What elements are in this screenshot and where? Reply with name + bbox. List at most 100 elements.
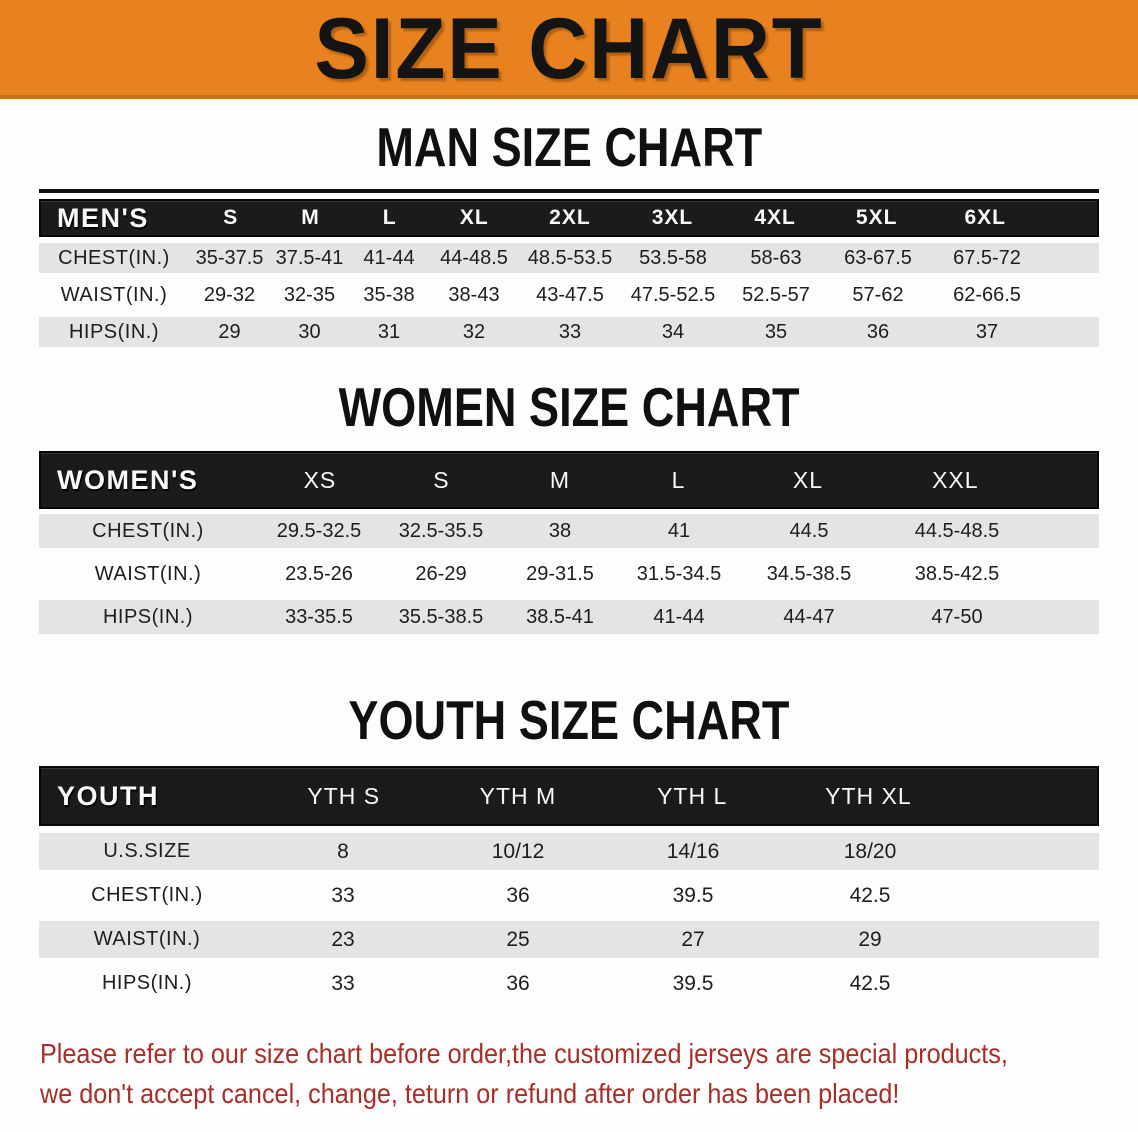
table-row: WAIST(IN.) 23 25 27 29 xyxy=(39,921,1099,958)
table-row: U.S.SIZE 8 10/12 14/16 18/20 xyxy=(39,833,1099,870)
table-top-rule xyxy=(39,189,1099,193)
measurement-value: 33 xyxy=(331,883,355,907)
measurement-value: 35-38 xyxy=(363,283,415,306)
size-column-header: L xyxy=(382,206,397,229)
measurement-value: 42.5 xyxy=(849,971,891,995)
measurement-value: 8 xyxy=(337,839,349,863)
measurement-value: 23.5-26 xyxy=(285,562,353,585)
measurement-value: 25 xyxy=(506,927,530,951)
table-corner-label: YOUTH xyxy=(57,780,159,811)
size-column-header: YTH M xyxy=(479,782,557,809)
size-column-header: XL xyxy=(459,206,489,229)
size-column-header: S xyxy=(433,466,450,493)
measurement-value: 38 xyxy=(548,519,572,542)
measurement-value: 35-37.5 xyxy=(195,246,264,269)
measurement-value: 36 xyxy=(866,320,890,343)
measurement-value: 14/16 xyxy=(666,839,720,863)
size-column-header: 2XL xyxy=(549,206,591,229)
measurement-row-label: HIPS(IN.) xyxy=(101,972,193,994)
measurement-value: 32 xyxy=(462,320,486,343)
table-corner-label: WOMEN'S xyxy=(57,464,199,495)
measurement-value: 18/20 xyxy=(843,839,897,863)
table-corner-label: MEN'S xyxy=(57,202,149,233)
section-heading-text: WOMEN SIZE CHART xyxy=(338,376,800,438)
measurement-value: 52.5-57 xyxy=(742,283,810,306)
measurement-value: 23 xyxy=(331,927,355,951)
measurement-value: 47.5-52.5 xyxy=(630,283,716,306)
measurement-value: 36 xyxy=(506,971,530,995)
measurement-value: 41-44 xyxy=(363,246,415,269)
measurement-value: 58-63 xyxy=(750,246,802,269)
measurement-value: 33-35.5 xyxy=(285,605,353,628)
measurement-value: 38.5-41 xyxy=(526,605,594,628)
table-row: HIPS(IN.) 29 30 31 32 33 34 35 36 37 xyxy=(39,317,1099,347)
section-heading-text: YOUTH SIZE CHART xyxy=(348,689,790,751)
section-men: MAN SIZE CHART MEN'S S M L XL 2XL 3XL 4XL 5XL 6XL… xyxy=(0,116,1138,347)
measurement-value: 26-29 xyxy=(415,562,467,585)
measurement-value: 32.5-35.5 xyxy=(398,519,484,542)
measurement-value: 39.5 xyxy=(672,883,714,907)
measurement-row-label: WAIST(IN.) xyxy=(94,562,202,585)
measurement-value: 34 xyxy=(661,320,685,343)
table-row: HIPS(IN.) 33-35.5 35.5-38.5 38.5-41 41-44 44-… xyxy=(39,600,1099,634)
women-size-table: WOMEN'S XS S M L XL XXL CHEST(IN.) 29.5-32.5 32.5… xyxy=(39,451,1099,634)
measurement-value: 41 xyxy=(667,519,691,542)
measurement-value: 35 xyxy=(764,320,788,343)
measurement-value: 47-50 xyxy=(931,605,983,628)
disclaimer-line-2: we don't accept cancel, change, teturn o… xyxy=(40,1078,900,1109)
measurement-value: 37 xyxy=(975,320,999,343)
section-heading-text: MAN SIZE CHART xyxy=(376,116,762,178)
table-row: CHEST(IN.) 33 36 39.5 42.5 xyxy=(39,877,1099,914)
measurement-row-label: U.S.SIZE xyxy=(103,840,191,862)
men-size-table: MEN'S S M L XL 2XL 3XL 4XL 5XL 6XL CHEST(IN.) 35-37… xyxy=(39,189,1099,347)
measurement-row-label: WAIST(IN.) xyxy=(93,928,201,950)
table-row: CHEST(IN.) 35-37.5 37.5-41 41-44 44-48.5 48.5… xyxy=(39,243,1099,273)
banner-title: SIZE CHART xyxy=(314,1,824,97)
measurement-value: 44.5-48.5 xyxy=(914,519,1000,542)
measurement-value: 62-66.5 xyxy=(953,283,1021,306)
size-column-header: L xyxy=(671,466,686,493)
measurement-value: 10/12 xyxy=(491,839,545,863)
measurement-value: 29-32 xyxy=(203,283,256,306)
measurement-value: 57-62 xyxy=(852,283,904,306)
size-column-header: XL xyxy=(792,466,823,493)
table-header-row: MEN'S S M L XL 2XL 3XL 4XL 5XL 6XL xyxy=(39,199,1099,237)
measurement-value: 48.5-53.5 xyxy=(527,246,613,269)
size-column-header: 5XL xyxy=(855,206,898,229)
measurement-value: 44.5 xyxy=(789,519,829,542)
measurement-value: 30 xyxy=(298,320,321,343)
measurement-value: 37.5-41 xyxy=(275,246,344,269)
size-column-header: M xyxy=(301,206,320,229)
size-column-header: YTH S xyxy=(307,782,381,809)
measurement-value: 34.5-38.5 xyxy=(766,562,852,585)
measurement-value: 29 xyxy=(218,320,241,343)
disclaimer-line-1: Please refer to our size chart before or… xyxy=(40,1038,1008,1069)
measurement-row-label: HIPS(IN.) xyxy=(68,320,160,343)
measurement-value: 33 xyxy=(558,320,582,343)
size-column-header: YTH XL xyxy=(825,782,912,809)
size-column-header: XS xyxy=(303,466,337,493)
measurement-value: 39.5 xyxy=(672,971,714,995)
measurement-value: 27 xyxy=(681,927,705,951)
section-heading-women: WOMEN SIZE CHART xyxy=(0,376,1138,438)
table-header-row: YOUTH YTH S YTH M YTH L YTH XL xyxy=(39,766,1099,826)
section-heading-youth: YOUTH SIZE CHART xyxy=(0,689,1138,751)
size-column-header: M xyxy=(549,466,571,493)
measurement-value: 36 xyxy=(506,883,530,907)
size-column-header: S xyxy=(223,206,239,229)
size-column-header: XXL xyxy=(932,466,979,493)
section-women: WOMEN SIZE CHART WOMEN'S XS S M L XL XXL CHEST(… xyxy=(0,376,1138,634)
measurement-row-label: CHEST(IN.) xyxy=(92,519,204,542)
measurement-value: 42.5 xyxy=(849,883,891,907)
measurement-row-label: WAIST(IN.) xyxy=(60,283,168,306)
measurement-value: 63-67.5 xyxy=(844,246,912,269)
table-header-row: WOMEN'S XS S M L XL XXL xyxy=(39,451,1099,509)
section-youth: YOUTH SIZE CHART YOUTH YTH S YTH M YTH L YTH… xyxy=(0,689,1138,1002)
measurement-value: 29-31.5 xyxy=(526,562,594,585)
measurement-value: 43-47.5 xyxy=(536,283,604,306)
table-row: WAIST(IN.) 23.5-26 26-29 29-31.5 31.5-34.5 34… xyxy=(39,557,1099,591)
size-column-header: YTH L xyxy=(657,782,728,809)
youth-size-table: YOUTH YTH S YTH M YTH L YTH XL U.S.SIZE 8 10/12… xyxy=(39,766,1099,1002)
measurement-value: 35.5-38.5 xyxy=(398,605,484,628)
